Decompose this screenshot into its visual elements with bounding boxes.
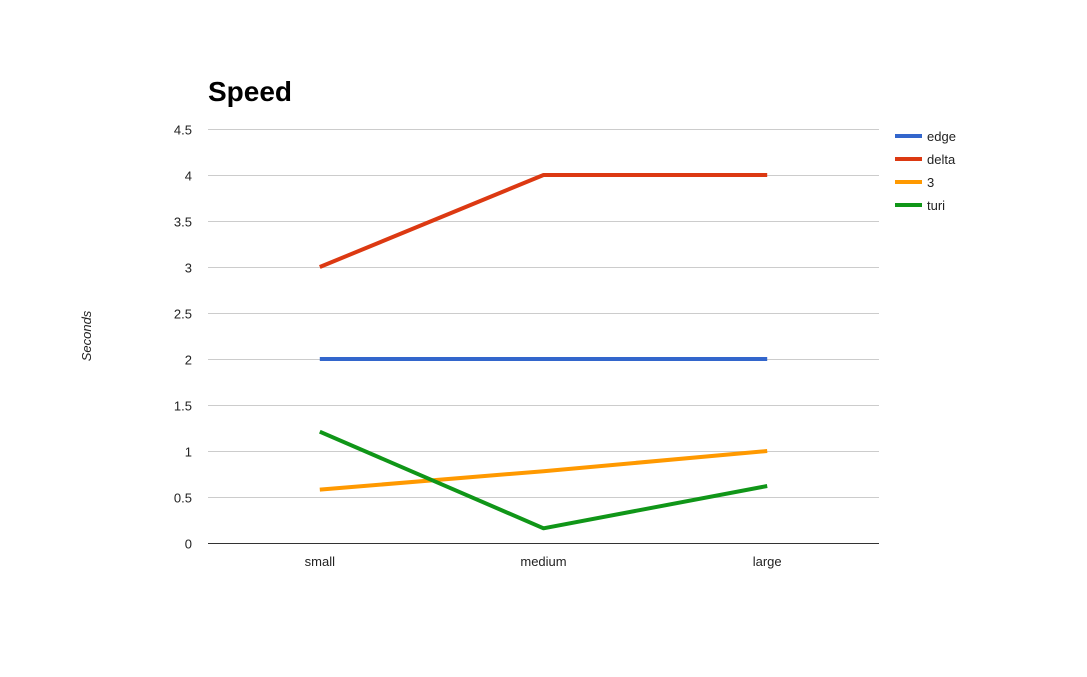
legend-label: edge (927, 129, 956, 144)
series-line-2[interactable] (319, 449, 768, 492)
series-line-1[interactable] (319, 173, 768, 269)
y-tick-label: 3.5 (174, 215, 192, 230)
x-tick-label: medium (520, 554, 566, 569)
y-tick-label: 1.5 (174, 399, 192, 414)
y-tick-labels: 0 0.5 1 1.5 2 2.5 3 3.5 4 4.5 (174, 123, 192, 552)
y-tick-label: 4.5 (174, 123, 192, 138)
legend-item[interactable]: edge (895, 129, 956, 144)
x-tick-labels: small medium large (305, 554, 782, 569)
y-tick-label: 0.5 (174, 491, 192, 506)
series-line-3[interactable] (319, 429, 768, 531)
legend-label: delta (927, 152, 956, 167)
y-tick-label: 2 (185, 353, 192, 368)
y-tick-label: 3 (185, 261, 192, 276)
x-tick-label: large (753, 554, 782, 569)
legend-item[interactable]: delta (895, 152, 956, 167)
chart-title: Speed (208, 76, 292, 107)
legend-item[interactable]: turi (895, 198, 945, 213)
y-tick-label: 1 (185, 445, 192, 460)
y-axis-label: Seconds (79, 310, 94, 361)
legend[interactable]: edge delta 3 turi (895, 129, 956, 213)
legend-item[interactable]: 3 (895, 175, 934, 190)
y-tick-label: 2.5 (174, 307, 192, 322)
gridlines (208, 129, 879, 544)
legend-label: 3 (927, 175, 934, 190)
x-tick-label: small (305, 554, 335, 569)
y-tick-label: 4 (185, 169, 192, 184)
series-lines (319, 173, 768, 531)
y-tick-label: 0 (185, 537, 192, 552)
legend-label: turi (927, 198, 945, 213)
